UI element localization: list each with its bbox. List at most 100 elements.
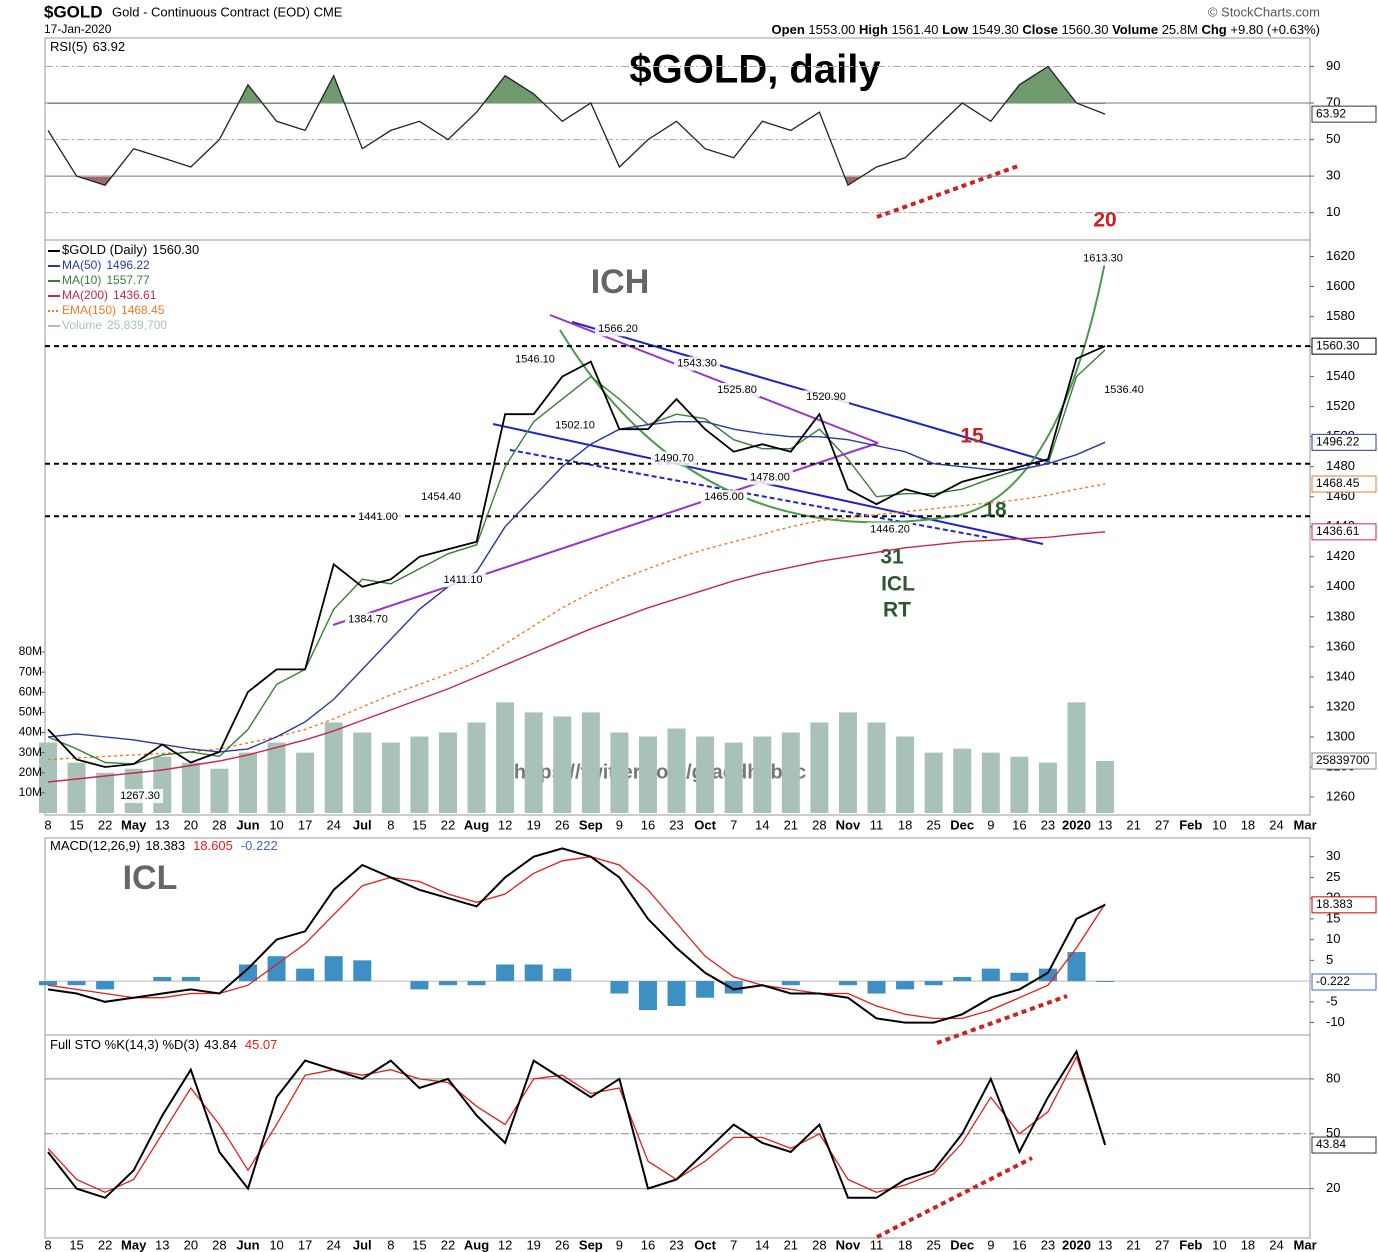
- price-label-box: [117, 789, 163, 804]
- volume-bar: [496, 702, 515, 813]
- x-tick-label: 9: [616, 1237, 623, 1252]
- volume-bar: [667, 728, 686, 813]
- x-tick-label: 25: [926, 817, 940, 832]
- x-tick-label: Jul: [353, 817, 372, 832]
- value-tag-label: -0.222: [1316, 974, 1350, 988]
- value-tag-label: 1436.61: [1316, 524, 1360, 538]
- price-label: 1546.10: [512, 352, 558, 367]
- macd-histogram-bar: [867, 981, 886, 994]
- x-tick-label: 16: [1012, 1237, 1026, 1252]
- rsi-line: [47, 65, 1106, 187]
- volume-bar: [724, 742, 743, 813]
- legend-value: -0.222: [241, 838, 278, 853]
- x-tick-label: Oct: [694, 1237, 716, 1252]
- price-label-text: 1441.00: [358, 511, 398, 523]
- macd-histogram-bar: [67, 981, 86, 986]
- value-tag: [1311, 896, 1377, 914]
- annotation: 15: [960, 425, 984, 448]
- price-label-text: 1490.70: [654, 453, 694, 465]
- x-tick-label: 24: [1269, 1237, 1283, 1252]
- x-tick-label: 8: [44, 817, 51, 832]
- macd-histogram-bar: [610, 981, 629, 994]
- y-tick-label: 1260: [1326, 788, 1355, 803]
- panel-legend: RSI(5) 63.92: [50, 39, 125, 54]
- annotation: ICH: [591, 263, 650, 301]
- x-tick-label: 17: [298, 817, 312, 832]
- price-label-box: [747, 470, 793, 485]
- price-label-box: [803, 390, 849, 405]
- x-tick-label: 12: [498, 1237, 512, 1252]
- x-tick-label: 26: [555, 1237, 569, 1252]
- price-line: [47, 345, 1106, 768]
- x-tick-label: 26: [555, 817, 569, 832]
- legend-value: 25,839,700: [107, 318, 167, 332]
- annotation: RT: [883, 599, 911, 622]
- macd-histogram-bar: [667, 981, 686, 1006]
- volume-bar: [181, 762, 200, 813]
- x-tick-label: 7: [730, 817, 737, 832]
- volume-bar: [1010, 756, 1029, 813]
- price-label-box: [418, 490, 464, 505]
- x-tick-label: Nov: [836, 1237, 861, 1252]
- price-label: 1465.00: [701, 490, 747, 505]
- volume-tick-label: 30M: [19, 745, 42, 759]
- legend-value: 1436.61: [113, 288, 157, 302]
- volume-tick-label: 10M: [19, 785, 42, 799]
- x-tick-label: 24: [326, 1237, 340, 1252]
- x-tick-label: 16: [1012, 817, 1026, 832]
- macd-histogram-bar: [953, 976, 972, 982]
- x-tick-label: 15: [412, 817, 426, 832]
- y-tick-label: 50: [1326, 1125, 1340, 1140]
- volume-bar: [410, 736, 429, 813]
- trendline: [549, 314, 879, 444]
- price-label: 1478.00: [747, 470, 793, 485]
- macd-histogram-bar: [553, 968, 572, 982]
- x-tick-label: 22: [98, 817, 112, 832]
- volume-bar: [638, 736, 657, 813]
- volume-bar: [353, 732, 372, 813]
- x-tick-label: Mar: [1294, 817, 1317, 832]
- x-tick-label: Mar: [1294, 1237, 1317, 1252]
- y-tick-label: 90: [1326, 58, 1340, 73]
- source: © StockCharts.com: [1208, 4, 1320, 19]
- quote-value: 25.8M: [1162, 22, 1198, 37]
- volume-bar: [753, 736, 772, 813]
- x-tick-label: 8: [387, 1237, 394, 1252]
- volume-bar: [924, 752, 943, 813]
- y-tick-label: 1520: [1326, 398, 1355, 413]
- value-tag-label: 1496.22: [1316, 435, 1360, 449]
- price-label-text: 1525.80: [717, 384, 757, 396]
- x-tick-label: 18: [1241, 1237, 1255, 1252]
- macd-histogram-bar: [410, 981, 429, 990]
- volume-tick-label: 50M: [19, 705, 42, 719]
- x-tick-label: 14: [755, 817, 769, 832]
- legend-name: RSI(5): [50, 39, 88, 54]
- x-tick-label: 23: [1041, 1237, 1055, 1252]
- y-tick-label: -10: [1326, 1014, 1345, 1029]
- price-label-box: [552, 418, 598, 433]
- volume-bar: [867, 722, 886, 813]
- legend-name: MA(50): [62, 258, 101, 272]
- price-label-text: 1478.00: [750, 472, 790, 484]
- x-tick-label: Jun: [236, 1237, 259, 1252]
- x-tick-label: Oct: [694, 817, 716, 832]
- divergence-line: [876, 1156, 1033, 1239]
- x-tick-label: 13: [1098, 817, 1112, 832]
- price-label: 1566.20: [595, 322, 641, 337]
- macd-histogram-bar: [496, 964, 515, 982]
- y-tick-label: 80: [1326, 1070, 1340, 1085]
- macd-histogram-bar: [696, 981, 715, 998]
- y-tick-label: 1600: [1326, 278, 1355, 293]
- legend-name: Full STO %K(14,3) %D(3): [50, 1037, 199, 1052]
- y-tick-label: 1380: [1326, 608, 1355, 623]
- annotation: 20: [1093, 209, 1116, 232]
- value-tag: [1311, 433, 1377, 451]
- volume-bar: [838, 712, 857, 813]
- macd-histogram-bar: [724, 981, 743, 994]
- volume-bar: [324, 722, 343, 813]
- volume-bar: [524, 712, 543, 813]
- y-tick-label: 30: [1326, 168, 1340, 183]
- price-label-box: [355, 510, 401, 525]
- quote-value: 1560.30: [1061, 22, 1108, 37]
- price-label: 1613.30: [1080, 251, 1126, 266]
